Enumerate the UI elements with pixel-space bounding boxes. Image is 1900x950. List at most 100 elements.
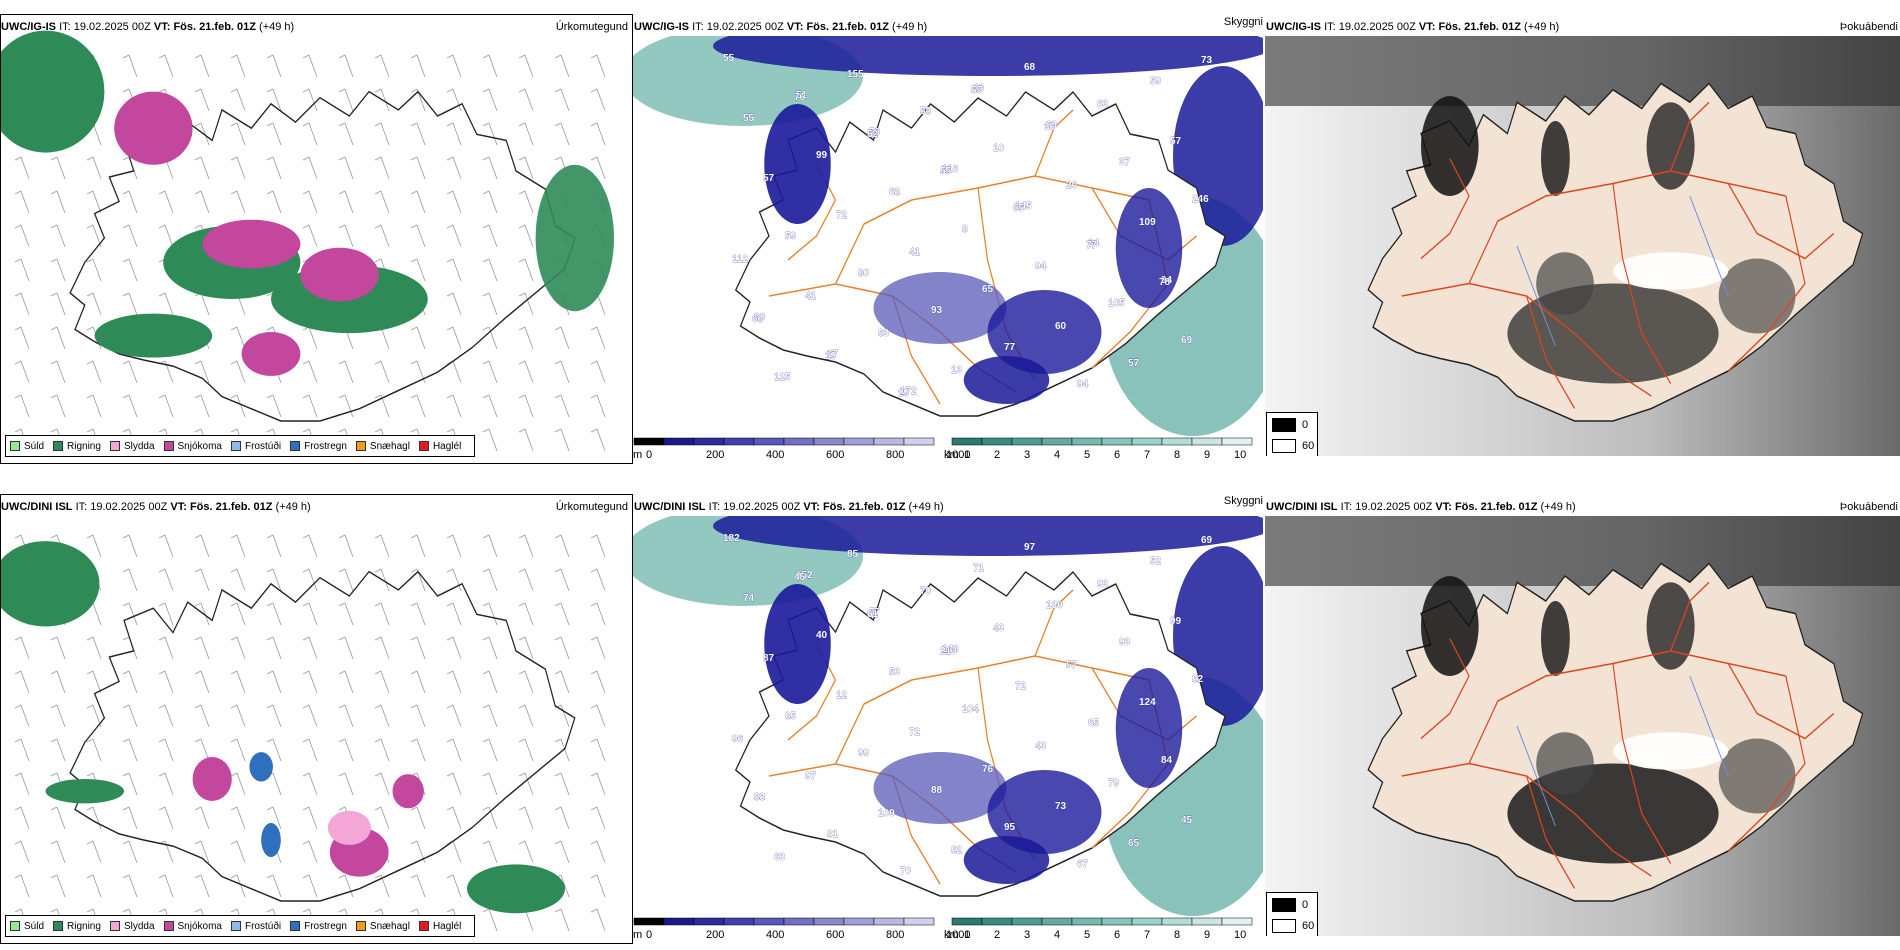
cloudbase-value: 88 — [931, 785, 943, 796]
wind-barb — [338, 534, 354, 558]
wind-barb — [482, 88, 498, 112]
cloudbase-value: 82 — [1192, 674, 1204, 685]
wind-barb — [122, 602, 138, 626]
wind-barb — [302, 806, 318, 830]
wind-barb — [518, 190, 534, 214]
wind-barb — [590, 704, 606, 728]
cloudbase-value: 43 — [993, 623, 1005, 634]
wind-barb — [446, 394, 462, 418]
wind-barb — [590, 568, 606, 592]
wind-barb — [86, 258, 102, 282]
cloudbase-value: 10 — [993, 143, 1005, 154]
wind-barb — [86, 360, 102, 384]
legend-swatch — [290, 441, 301, 451]
legend-label: Frostregn — [304, 440, 347, 452]
legend-label: Slydda — [123, 440, 155, 452]
wind-barb — [374, 772, 390, 796]
wind-barb — [266, 806, 282, 830]
snow-area — [241, 331, 301, 376]
wind-barb — [194, 360, 210, 384]
legend-label: Slydda — [123, 920, 155, 932]
legend-item: Snæhagl — [355, 921, 410, 932]
precip-type-map-bottom: Súld Rigning Slydda Snjókoma Frostúði Frostre… — [0, 494, 633, 944]
cloudbase-value: 63 — [1046, 120, 1058, 131]
wind-barb — [374, 568, 390, 592]
wind-barb — [446, 602, 462, 626]
legend-swatch — [10, 921, 20, 931]
visibility-tick-label: 9 — [1204, 929, 1210, 941]
low-cloudbase-area — [963, 356, 1050, 404]
cloudbase-value: 95 — [1004, 822, 1016, 833]
wind-barb — [194, 156, 210, 180]
wind-barb — [482, 772, 498, 796]
wind-barb — [482, 534, 498, 558]
altitude-colorbar-cell — [903, 437, 935, 446]
wind-barb — [122, 874, 138, 898]
cloudbase-value: 58 — [920, 106, 932, 117]
cloudbase-value: 61 — [867, 609, 879, 620]
visibility-colorbar-cell — [1041, 917, 1073, 926]
cloudbase-value: 52 — [1150, 556, 1162, 567]
fog-legend-high: 60 — [1302, 920, 1315, 932]
wind-barb — [446, 534, 462, 558]
visibility-tick-label: 7 — [1144, 929, 1150, 941]
wind-barb — [446, 292, 462, 316]
cloudbase-value: 94 — [1161, 275, 1173, 286]
cloudbase-value: 59 — [1150, 76, 1162, 87]
wind-barb — [266, 190, 282, 214]
wind-barb — [482, 394, 498, 418]
road-line — [1526, 295, 1576, 409]
wind-barb — [302, 190, 318, 214]
cloudbase-value: 57 — [1170, 136, 1182, 147]
wind-barb — [446, 806, 462, 830]
fog-area — [1536, 252, 1594, 315]
cloudbase-value: 79 — [1108, 778, 1120, 789]
cloudbase-value: 94 — [1035, 261, 1047, 272]
altitude-colorbar-cell — [663, 437, 695, 446]
wind-barb — [14, 738, 30, 762]
visibility-colorbar-cell — [951, 917, 983, 926]
cloudbase-value: 96 — [732, 734, 744, 745]
fog-indicator-map-top: 0 60 — [1265, 36, 1900, 456]
cloudbase-value: 72 — [1015, 681, 1027, 692]
visibility-colorbar-cell — [1221, 437, 1253, 446]
wind-barb — [554, 428, 570, 452]
wind-barb — [446, 224, 462, 248]
it-label: IT: — [1324, 21, 1336, 33]
model-name: UWC/IG-IS — [634, 21, 689, 33]
visibility-tick-label: 4 — [1054, 929, 1060, 941]
visibility-colorbar-cell — [981, 437, 1013, 446]
cloudbase-value: 77 — [1004, 342, 1016, 353]
wind-barb — [338, 190, 354, 214]
wind-barb — [410, 156, 426, 180]
wind-barb — [410, 874, 426, 898]
wind-barb — [14, 326, 30, 350]
rain-area — [94, 313, 213, 358]
clear-area — [1613, 252, 1729, 290]
wind-barb — [50, 806, 66, 830]
wind-barb — [518, 156, 534, 180]
wind-barb — [194, 122, 210, 146]
wind-barb — [410, 738, 426, 762]
wind-barb — [338, 54, 354, 78]
it-label: IT: — [708, 501, 721, 513]
vt-label: VT: — [1418, 21, 1436, 33]
wind-barb — [446, 772, 462, 796]
cloudbase-value: 43 — [1035, 741, 1047, 752]
rain-area — [1, 541, 100, 627]
iceland-outline — [69, 570, 576, 902]
wind-barb — [410, 636, 426, 660]
wind-barb — [446, 258, 462, 282]
road-line — [1401, 282, 1652, 397]
wind-barb — [14, 292, 30, 316]
wind-barb — [158, 636, 174, 660]
dense-fog-area — [1541, 601, 1570, 676]
wind-barb — [230, 190, 246, 214]
visibility-colorbar-cell — [1101, 437, 1133, 446]
wind-barb — [590, 54, 606, 78]
cloudbase-value: 97 — [805, 771, 817, 782]
visibility-colorbar-cell — [1191, 437, 1223, 446]
cloudbase-value: 109 — [878, 808, 895, 819]
fog-dense-north — [1265, 516, 1900, 586]
wind-barb — [302, 88, 318, 112]
